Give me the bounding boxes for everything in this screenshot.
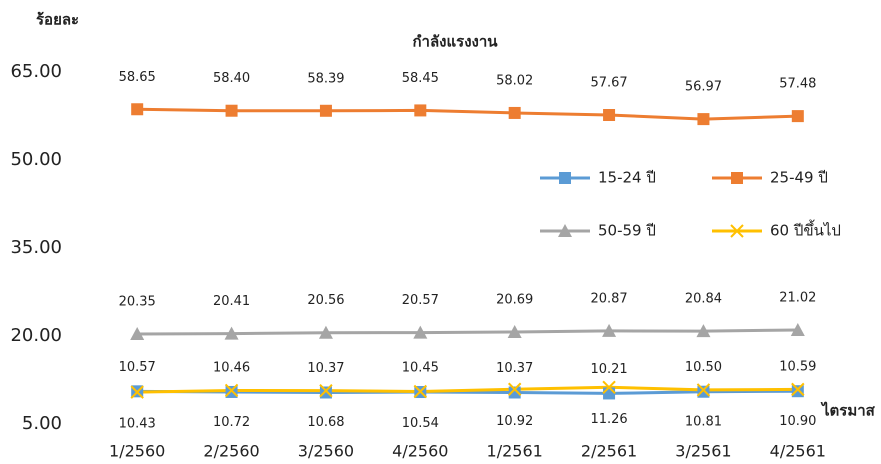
series-line	[137, 107, 798, 121]
data-label: 57.48	[779, 77, 816, 92]
data-label: 10.21	[590, 362, 627, 377]
legend-label: 50-59 ปี	[598, 222, 656, 240]
marker	[318, 325, 333, 339]
data-label: 10.81	[685, 414, 722, 429]
legend-label: 15-24 ปี	[598, 169, 656, 187]
data-label: 21.02	[779, 291, 816, 306]
series-line	[137, 385, 798, 394]
y-tick-label: 5.00	[22, 413, 62, 434]
marker	[319, 104, 332, 117]
marker	[697, 385, 710, 398]
marker	[130, 385, 144, 399]
y-tick-label: 65.00	[10, 61, 62, 82]
marker	[130, 326, 145, 340]
data-label: 10.59	[779, 360, 816, 375]
marker	[413, 325, 428, 339]
data-label: 58.02	[496, 73, 533, 88]
marker	[319, 383, 333, 398]
data-label: 10.57	[119, 360, 156, 375]
chart-title: กำลังแรงงาน	[412, 33, 498, 51]
marker	[791, 385, 804, 398]
data-label: 10.45	[402, 361, 439, 376]
data-label: 10.72	[213, 415, 250, 430]
y-axis-label: ร้อยละ	[36, 11, 79, 29]
data-label: 10.43	[119, 417, 156, 432]
legend-marker	[558, 224, 572, 237]
data-label: 11.26	[590, 412, 627, 427]
data-label: 20.56	[307, 293, 344, 308]
legend-marker	[559, 172, 571, 184]
marker	[790, 323, 805, 337]
legend-marker	[730, 224, 744, 238]
data-label: 10.37	[307, 361, 344, 376]
data-label: 10.90	[779, 414, 816, 429]
series-line	[137, 389, 798, 395]
legend-marker	[731, 172, 743, 184]
marker	[225, 104, 238, 117]
x-tick-label: 3/2560	[298, 442, 354, 461]
y-tick-label: 35.00	[10, 237, 62, 258]
x-tick-label: 1/2560	[109, 442, 165, 461]
marker	[224, 383, 239, 398]
data-label: 20.69	[496, 292, 533, 307]
data-label: 56.97	[685, 80, 722, 95]
data-label: 10.50	[685, 360, 722, 375]
marker	[602, 323, 617, 337]
marker	[508, 106, 521, 119]
data-label: 57.67	[590, 76, 627, 91]
marker	[602, 380, 616, 394]
data-label: 20.87	[590, 291, 627, 306]
data-label: 58.39	[307, 71, 344, 86]
x-tick-label: 3/2561	[675, 442, 731, 461]
data-label: 58.65	[119, 70, 156, 85]
data-label: 20.84	[685, 292, 722, 307]
marker	[696, 383, 711, 397]
x-tick-label: 1/2561	[487, 442, 543, 461]
data-label: 10.46	[213, 360, 250, 375]
marker	[603, 387, 616, 400]
data-label: 20.57	[402, 293, 439, 308]
legend-label: 25-49 ปี	[770, 169, 828, 187]
x-tick-label: 4/2560	[392, 442, 448, 461]
marker	[603, 109, 616, 122]
marker	[224, 326, 239, 340]
data-label: 58.45	[402, 71, 439, 86]
marker	[507, 382, 522, 396]
marker	[791, 110, 804, 123]
marker	[319, 386, 332, 399]
marker	[413, 384, 428, 399]
data-label: 10.92	[496, 414, 533, 429]
x-axis-label: ไตรมาส	[820, 401, 876, 420]
x-tick-label: 2/2560	[203, 442, 259, 461]
marker	[131, 103, 144, 116]
y-tick-label: 20.00	[10, 325, 62, 346]
y-tick-label: 50.00	[10, 149, 62, 170]
data-label: 10.68	[307, 415, 344, 430]
marker	[697, 113, 710, 126]
marker	[696, 324, 711, 338]
data-label: 20.35	[119, 294, 156, 309]
series-line	[137, 328, 798, 336]
marker	[791, 382, 805, 397]
marker	[507, 324, 522, 338]
data-label: 10.37	[496, 361, 533, 376]
x-tick-label: 2/2561	[581, 442, 637, 461]
data-label: 10.54	[402, 416, 439, 431]
data-label: 58.40	[213, 71, 250, 86]
marker	[414, 104, 427, 117]
x-tick-label: 4/2561	[770, 442, 826, 461]
marker	[508, 386, 521, 399]
marker	[225, 385, 238, 398]
data-label: 20.41	[213, 294, 250, 309]
legend-label: 60 ปีขึ้นไป	[770, 220, 841, 240]
